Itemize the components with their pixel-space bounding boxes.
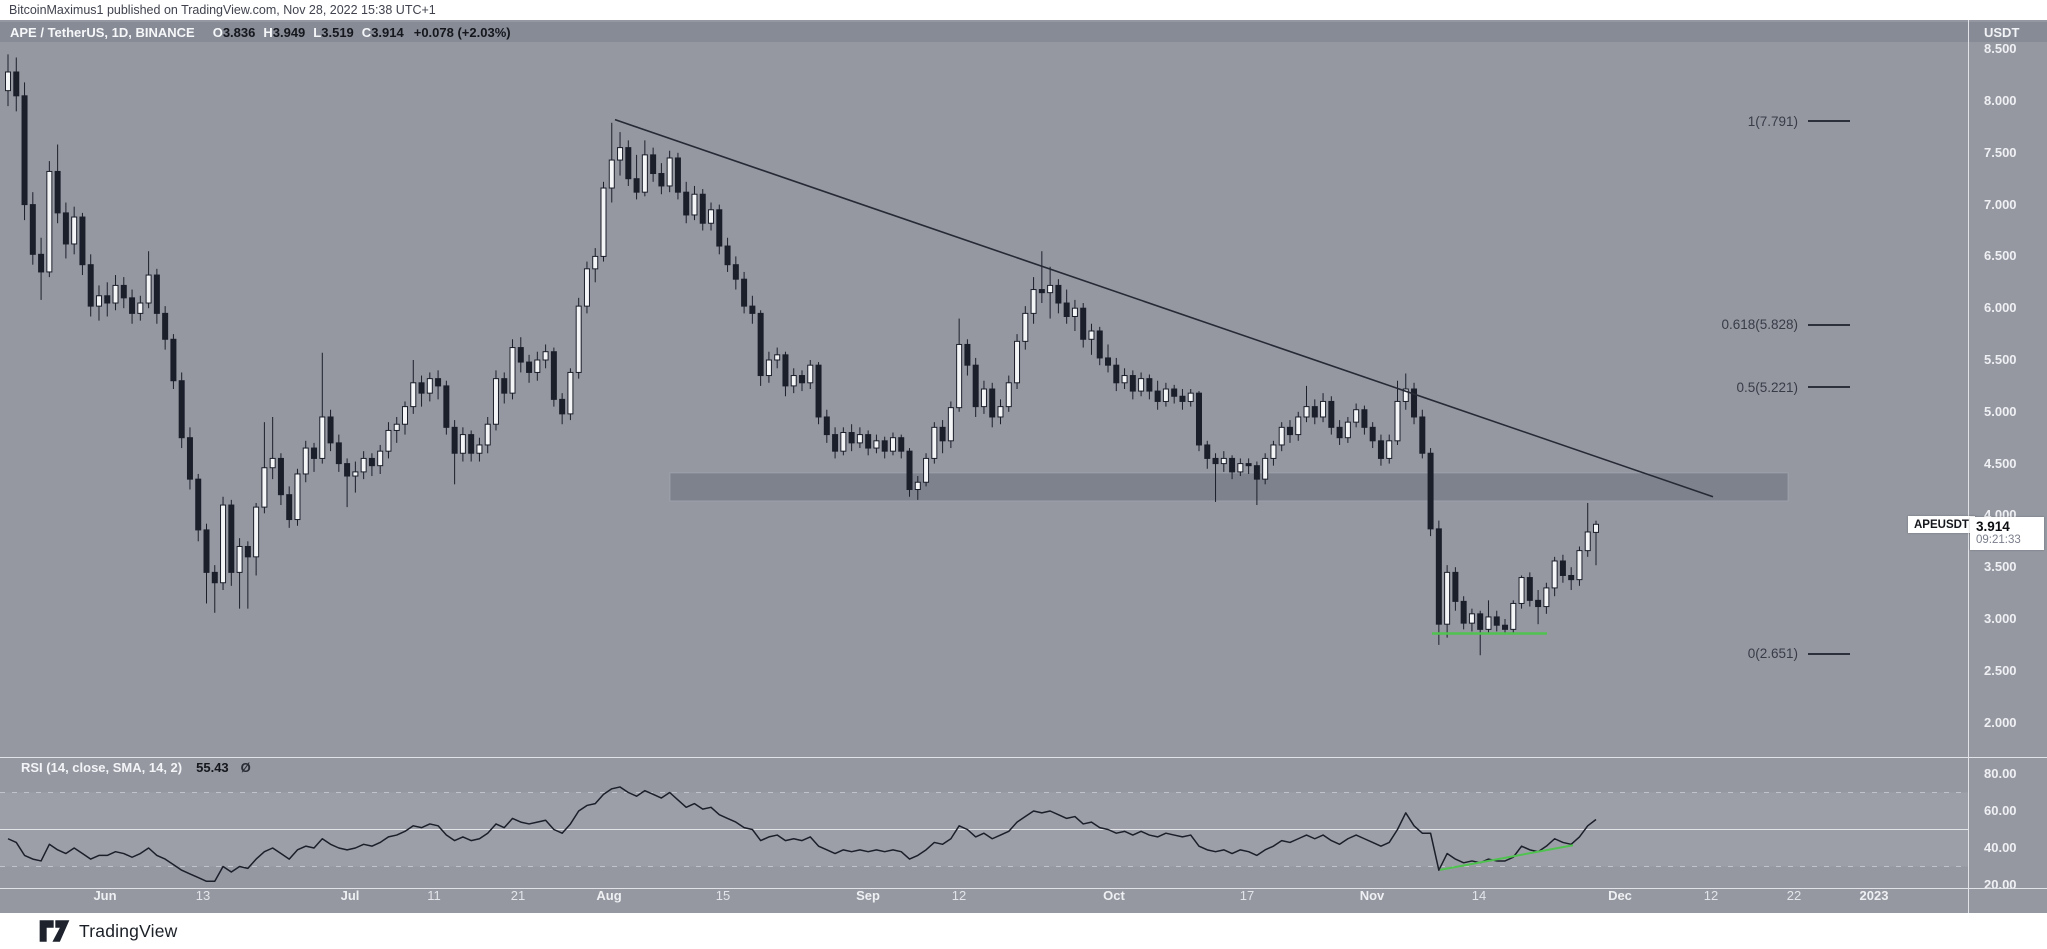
price-tick-label: 3.000 [1984,611,2017,626]
price-tick-label: 6.500 [1984,248,2017,264]
price-tick-label: 4.500 [1984,455,2017,471]
rsi-tick-label: 60.00 [1984,803,2017,818]
price-tick-label: 6.000 [1984,300,2017,316]
candlestick-series [5,54,1599,656]
resistance-zone [669,472,1789,502]
fib-level-line [1808,323,1850,326]
time-tick-label: 14 [1471,888,1487,903]
ohlc-letter: C [361,24,372,40]
bar-countdown: 09:21:33 [1976,534,2021,547]
last-price-value: 3.914 [1976,519,2010,535]
attribution-bar: BitcoinMaximus1 published on TradingView… [0,0,2047,20]
fib-level-line [1808,120,1850,123]
time-tick-label: 13 [195,888,211,903]
fib-level-label: 0.5(5.221) [1736,379,1798,395]
symbol-info-bar: APE / TetherUS, 1D, BINANCE O3.836 H3.949… [0,22,2047,42]
ohlc-values: O3.836 H3.949 L3.519 C3.914 [205,25,404,40]
rsi-indicator-name: RSI (14, close, SMA, 14, 2) [21,760,183,775]
last-price-tag: 3.914 09:21:33 [1970,517,2044,551]
time-tick-label: 17 [1239,888,1255,903]
ohlc-value: 3.519 [321,24,354,40]
price-tick-label: 2.000 [1984,714,2017,730]
chart-area[interactable]: APE / TetherUS, 1D, BINANCE O3.836 H3.949… [0,20,2047,913]
time-tick-label: 15 [715,888,731,903]
symbol-tag-text: APEUSDT [1914,518,1969,531]
price-tick-label: 2.500 [1984,662,2017,678]
ohlc-value: 3.949 [272,24,306,40]
rsi-indicator-title: RSI (14, close, SMA, 14, 2) 55.43 Ø [21,760,251,775]
tradingview-brand-text[interactable]: TradingView [79,920,178,941]
time-tick-label: 21 [510,888,526,903]
rsi-line [7,786,1597,883]
price-tick-label: 7.500 [1984,144,2017,160]
time-tick-label: Oct [1103,888,1125,903]
fib-level-row: 0.5(5.221) [1640,380,1850,395]
rsi-tick-label: 80.00 [1984,766,2017,781]
price-change: +0.078 (+2.03%) [413,24,511,40]
fib-level-line [1808,652,1850,655]
ohlc-letter: L [313,24,322,40]
time-tick-label: Jul [340,888,360,903]
time-tick-label: Nov [1359,888,1385,903]
time-tick-label: Sep [856,888,880,903]
symbol-price-tag: APEUSDT [1908,516,1975,534]
rsi-support-line [1439,844,1574,871]
tradingview-logo-icon[interactable] [38,918,71,944]
ohlc-letter: O [212,24,223,40]
time-tick-label: 12 [951,888,967,903]
symbol-title: APE / TetherUS, 1D, BINANCE [10,24,195,40]
rsi-tick-label: 20.00 [1984,877,2017,892]
rsi-tick-label: 40.00 [1984,840,2017,855]
ohlc-value: 3.914 [371,24,404,40]
price-tick-label: 5.500 [1984,352,2017,367]
time-tick-label: 2023 [1859,888,1889,903]
time-axis-separator [0,888,2047,889]
price-tick-label: 5.000 [1984,403,2017,419]
rsi-hidden-series-icon: Ø [240,760,251,775]
fib-level-label: 0.618(5.828) [1721,317,1798,333]
price-tick-label: 8.500 [1984,41,2017,57]
chart-canvas[interactable] [0,20,2047,913]
time-tick-label: Jun [93,888,117,903]
price-tick-label: 8.000 [1984,93,2017,108]
fib-level-row: 0(2.651) [1640,646,1850,661]
ohlc-value: 3.836 [222,24,256,40]
time-tick-label: Dec [1608,888,1632,903]
time-tick-label: 22 [1786,888,1802,903]
fib-level-row: 0.618(5.828) [1640,317,1850,332]
price-tick-label: 3.500 [1984,559,2017,575]
time-tick-label: Aug [596,888,622,903]
fib-level-row: 1(7.791) [1640,114,1850,129]
price-axis-currency-label: USDT [1984,25,2020,40]
attribution-text: BitcoinMaximus1 published on TradingView… [9,3,436,17]
time-tick-label: 12 [1703,888,1719,903]
time-tick-label: 11 [427,888,441,903]
price-tick-label: 7.000 [1984,196,2017,212]
fib-level-label: 1(7.791) [1747,113,1798,129]
descending-trendline [614,118,1714,498]
price-axis-separator [1968,20,1969,913]
footer-bar: TradingView [0,913,2047,949]
fib-level-line [1808,386,1850,389]
fib-level-label: 0(2.651) [1747,646,1798,662]
ohlc-letter: H [263,24,273,40]
rsi-indicator-value: 55.43 [196,760,229,775]
pane-separator[interactable] [0,757,2047,758]
